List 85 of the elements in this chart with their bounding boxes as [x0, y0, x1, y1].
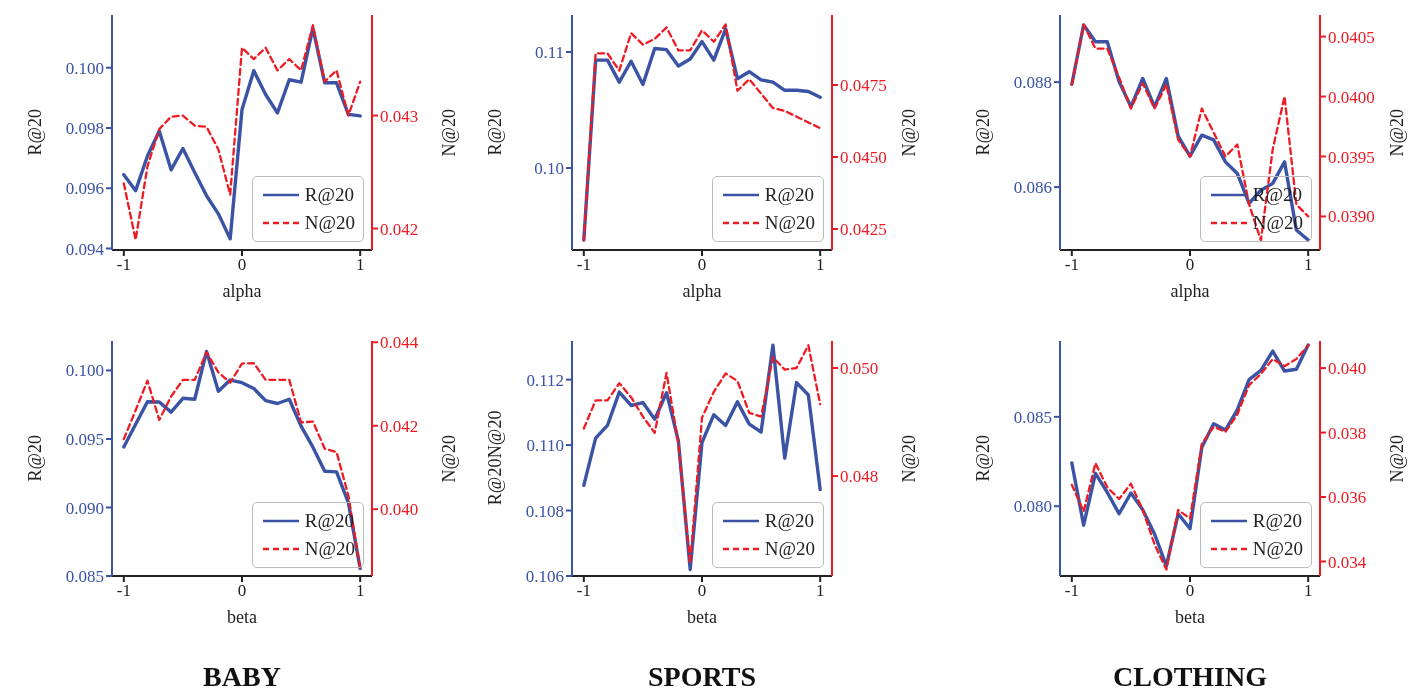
y-axis-title: R@20	[24, 109, 45, 156]
legend-label: R@20	[304, 183, 354, 207]
x-tick-label: -1	[116, 581, 131, 601]
y-axis-title: R@20	[972, 435, 993, 482]
text: N@20	[484, 411, 505, 459]
x-tick-label: 1	[815, 255, 825, 275]
legend-label: N@20	[304, 537, 355, 561]
y-tick-label: 0.112	[526, 370, 564, 390]
legend-label: R@20	[764, 183, 814, 207]
y2-tick-label: 0.0390	[1328, 207, 1375, 227]
y-tick-label: 0.100	[65, 58, 104, 78]
y-tick-label: 0.094	[65, 239, 105, 259]
legend-label: N@20	[1252, 537, 1303, 561]
legend-label: R@20	[764, 509, 814, 533]
y-tick-label: 0.085	[1013, 407, 1052, 427]
y2-tick-label: 0.042	[380, 416, 419, 436]
x-tick-label: 0	[1185, 581, 1195, 601]
y-tick-label: 0.088	[1013, 73, 1052, 93]
x-axis-title: beta	[687, 607, 717, 627]
y2-tick-label: 0.042	[380, 219, 419, 239]
y-axis-title: R@20	[484, 459, 505, 506]
y-tick-label: 0.10	[534, 159, 564, 179]
y2-axis-title: N@20	[1386, 434, 1408, 483]
y-tick-label: 0.11	[534, 43, 564, 63]
y2-tick-label: 0.043	[380, 106, 419, 126]
y2-axis-title: N@20	[898, 434, 920, 483]
y2-tick-label: 0.0450	[840, 148, 887, 168]
x-tick-label: 0	[237, 255, 247, 275]
legend-label: N@20	[764, 211, 815, 235]
x-tick-label: -1	[1064, 581, 1079, 601]
y-tick-label: 0.096	[65, 179, 104, 199]
x-tick-label: -1	[116, 255, 131, 275]
x-tick-label: 1	[815, 581, 825, 601]
text: BABY	[202, 661, 282, 693]
y2-axis-title: N@20	[1386, 108, 1408, 157]
x-tick-label: -1	[576, 581, 591, 601]
x-tick-label: 1	[355, 255, 365, 275]
y2-tick-label: 0.050	[840, 359, 879, 379]
x-tick-label: 0	[1185, 255, 1195, 275]
y-tick-label: 0.100	[65, 361, 104, 381]
y2-axis-title: N@20	[438, 108, 460, 157]
y2-tick-label: 0.038	[1328, 423, 1367, 443]
y-tick-label: 0.095	[65, 430, 104, 450]
y2-tick-label: 0.044	[380, 333, 419, 353]
y-tick-label: 0.106	[525, 567, 564, 587]
x-tick-label: 0	[697, 581, 707, 601]
y2-tick-label: 0.0400	[1328, 87, 1375, 107]
x-tick-label: 1	[1303, 255, 1313, 275]
y2-tick-label: 0.0475	[840, 76, 887, 96]
legend-label: N@20	[764, 537, 815, 561]
x-tick-label: -1	[1064, 255, 1079, 275]
y-tick-label: 0.098	[65, 119, 104, 139]
x-tick-label: 0	[697, 255, 707, 275]
y2-tick-label: 0.040	[380, 500, 419, 520]
x-axis-title: alpha	[1170, 281, 1210, 301]
y-tick-label: 0.110	[526, 436, 564, 456]
y2-tick-label: 0.040	[1328, 359, 1367, 379]
y-axis-title: R@20	[24, 435, 45, 482]
x-tick-label: -1	[576, 255, 591, 275]
x-axis-title: beta	[1175, 607, 1205, 627]
text: SPORTS	[647, 661, 757, 693]
x-axis-title: beta	[227, 607, 257, 627]
legend-label: N@20	[304, 211, 355, 235]
y2-axis-title: N@20	[898, 108, 920, 157]
y-axis-title: R@20	[484, 109, 505, 156]
y-tick-label: 0.090	[65, 498, 104, 518]
x-axis-title: alpha	[222, 281, 262, 301]
x-axis-title: alpha	[682, 281, 722, 301]
legend-label: R@20	[1252, 509, 1302, 533]
y2-axis-title: N@20	[438, 434, 460, 483]
x-tick-label: 0	[237, 581, 247, 601]
y-axis-title: R@20	[972, 109, 993, 156]
y2-tick-label: 0.034	[1328, 552, 1367, 572]
y-tick-label: 0.080	[1013, 497, 1052, 517]
y2-tick-label: 0.036	[1328, 488, 1367, 508]
y-tick-label: 0.086	[1013, 178, 1052, 198]
x-tick-label: 1	[1303, 581, 1313, 601]
y2-tick-label: 0.0425	[840, 220, 887, 240]
y2-tick-label: 0.0395	[1328, 147, 1375, 167]
y2-tick-label: 0.0405	[1328, 27, 1375, 47]
y2-tick-label: 0.048	[840, 467, 879, 487]
x-tick-label: 1	[355, 581, 365, 601]
text: CLOTHING	[1112, 661, 1268, 693]
y-tick-label: 0.108	[525, 501, 564, 521]
y-tick-label: 0.085	[65, 567, 104, 587]
